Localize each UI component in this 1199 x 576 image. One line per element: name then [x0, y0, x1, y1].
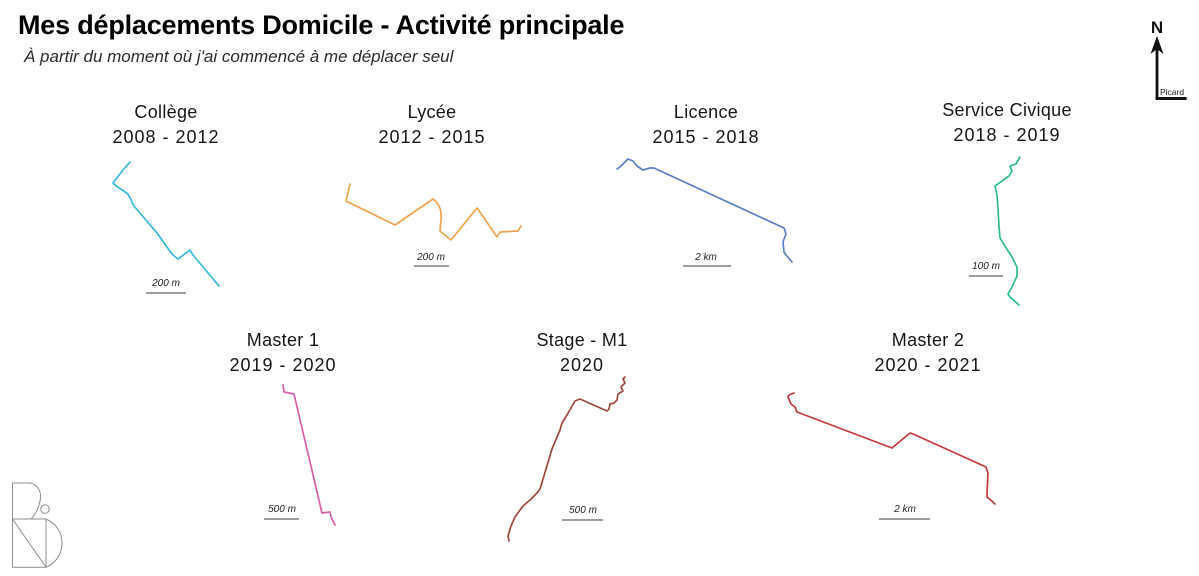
map-years: 2020 - 2021 — [874, 355, 982, 375]
map-years: 2015 - 2018 — [652, 127, 760, 147]
map-years: 2008 - 2012 — [112, 127, 220, 147]
scale-label: 100 m — [972, 261, 1000, 272]
route-stage-m1 — [507, 376, 626, 542]
map-years: 2020 — [559, 355, 605, 375]
panel-head-licence: Licence 2015 - 2018 — [576, 100, 836, 150]
page-title: Mes déplacements Domicile - Activité pri… — [18, 10, 625, 40]
arrowhead — [1150, 36, 1164, 54]
brand-logo — [8, 478, 70, 576]
scale-label: 200 m — [152, 278, 180, 289]
panel-head-lycee: Lycée 2012 - 2015 — [302, 100, 562, 150]
route-licence — [616, 158, 793, 263]
north-arrow-icon: N Picard — [1150, 18, 1187, 100]
map-title: Service Civique — [942, 100, 1072, 120]
panel-head-stage-m1: Stage - M1 2020 — [452, 328, 712, 378]
arrow-shaft — [1155, 48, 1159, 100]
scale-label: 500 m — [569, 505, 597, 516]
brand-logo-icon — [12, 482, 63, 568]
map-years: 2019 - 2020 — [229, 355, 337, 375]
map-title: Stage - M1 — [536, 330, 628, 350]
map-title: Master 2 — [891, 330, 965, 350]
panel-head-master2: Master 2 2020 - 2021 — [798, 328, 1058, 378]
route-lycee — [345, 183, 522, 241]
arrow-base — [1155, 97, 1187, 100]
map-years: 2012 - 2015 — [378, 127, 486, 147]
route-master2 — [787, 392, 996, 505]
credit-text: Picard — [1160, 87, 1184, 97]
map-title: Collège — [134, 102, 198, 122]
route-college — [112, 161, 220, 287]
page-subtitle: À partir du moment où j'ai commencé à me… — [24, 47, 454, 66]
panel-head-college: Collège 2008 - 2012 — [36, 100, 296, 150]
scale-label: 200 m — [417, 252, 445, 263]
panel-head-master1: Master 1 2019 - 2020 — [153, 328, 413, 378]
route-master1 — [282, 384, 336, 526]
scale-label: 500 m — [268, 504, 296, 515]
map-title: Master 1 — [246, 330, 320, 350]
north-arrow: N Picard — [1144, 14, 1194, 111]
panel-head-service-civique: Service Civique 2018 - 2019 — [877, 98, 1137, 148]
map-title: Licence — [673, 102, 739, 122]
route-service-civique — [994, 156, 1021, 306]
map-years: 2018 - 2019 — [953, 125, 1061, 145]
scale-label: 2 km — [695, 252, 717, 263]
scale-label: 2 km — [894, 504, 916, 515]
map-title: Lycée — [407, 102, 457, 122]
north-letter: N — [1151, 18, 1163, 37]
